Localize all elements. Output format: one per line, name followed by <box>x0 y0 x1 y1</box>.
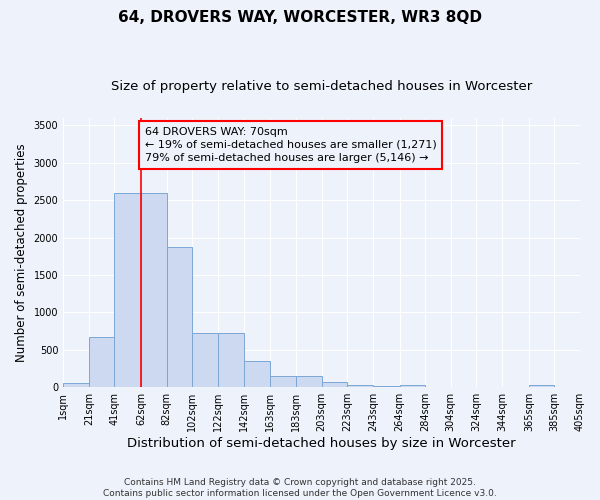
Bar <box>89 337 115 387</box>
Bar <box>193 332 218 387</box>
Bar <box>218 332 244 387</box>
X-axis label: Distribution of semi-detached houses by size in Worcester: Distribution of semi-detached houses by … <box>127 437 516 450</box>
Bar <box>400 386 425 387</box>
Title: Size of property relative to semi-detached houses in Worcester: Size of property relative to semi-detach… <box>111 80 532 93</box>
Bar <box>115 194 141 387</box>
Bar <box>529 386 554 387</box>
Bar <box>347 384 373 387</box>
Bar <box>63 384 89 387</box>
Bar <box>322 382 347 387</box>
Bar <box>244 362 271 387</box>
Text: Contains HM Land Registry data © Crown copyright and database right 2025.
Contai: Contains HM Land Registry data © Crown c… <box>103 478 497 498</box>
Bar <box>373 386 400 387</box>
Text: 64 DROVERS WAY: 70sqm
← 19% of semi-detached houses are smaller (1,271)
79% of s: 64 DROVERS WAY: 70sqm ← 19% of semi-deta… <box>145 127 437 163</box>
Bar <box>167 248 193 387</box>
Y-axis label: Number of semi-detached properties: Number of semi-detached properties <box>15 143 28 362</box>
Bar <box>141 194 167 387</box>
Text: 64, DROVERS WAY, WORCESTER, WR3 8QD: 64, DROVERS WAY, WORCESTER, WR3 8QD <box>118 10 482 25</box>
Bar <box>271 376 296 387</box>
Bar <box>296 376 322 387</box>
